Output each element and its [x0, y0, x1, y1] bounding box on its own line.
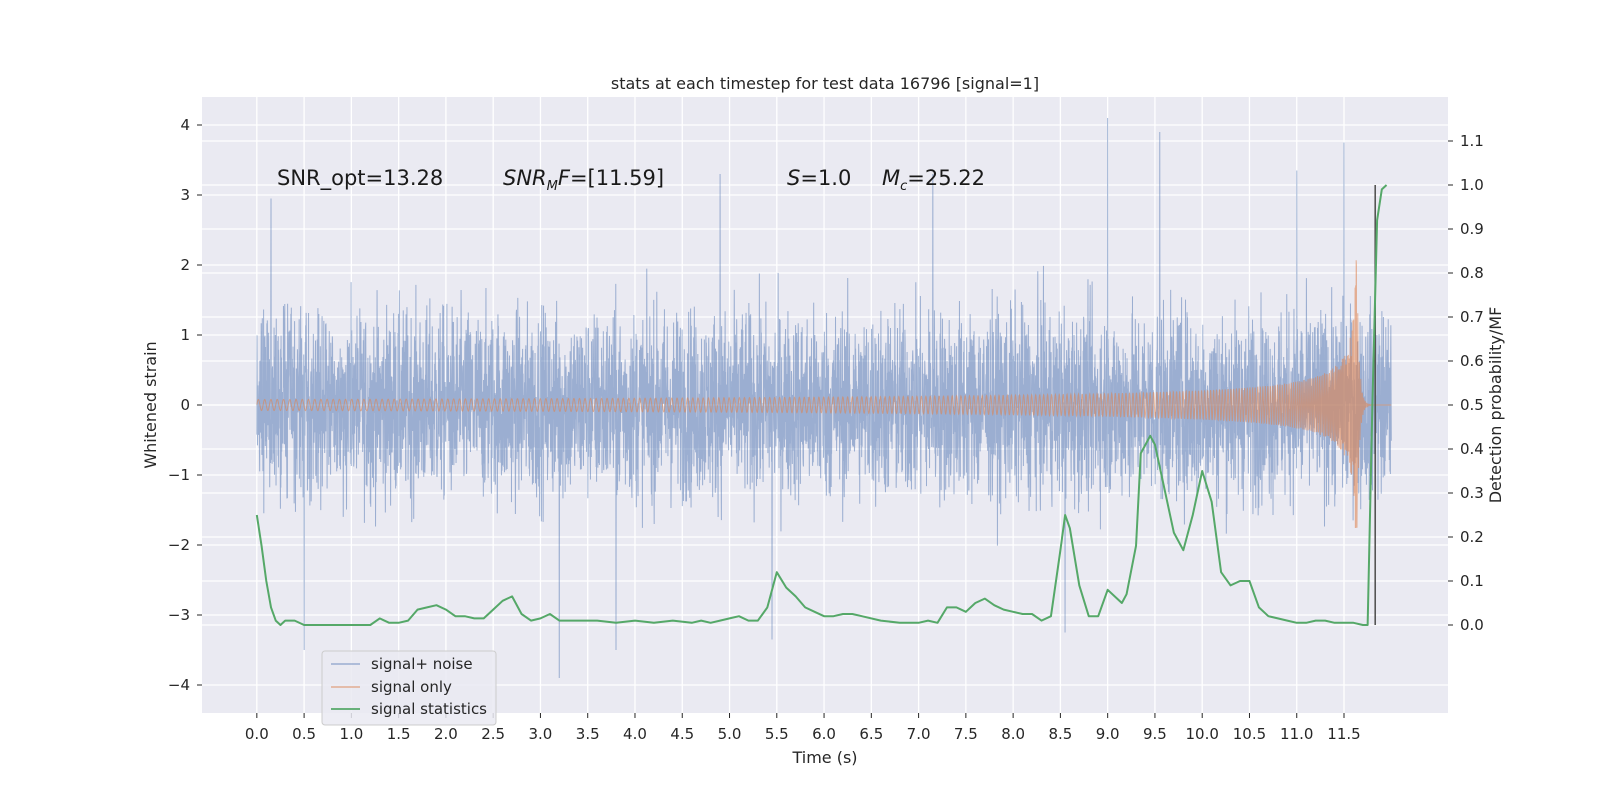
y2-tick-label: 0.9	[1460, 220, 1484, 238]
y-tick-label: 3	[180, 186, 190, 204]
legend-label-signal-noise: signal+ noise	[371, 655, 473, 673]
x-axis-label: Time (s)	[791, 748, 857, 767]
x-tick-label: 0.0	[245, 725, 269, 743]
legend-label-signal-statistics: signal statistics	[371, 700, 487, 718]
x-tick-label: 10.0	[1186, 725, 1219, 743]
annotation-s-name: S	[787, 166, 800, 190]
x-tick-label: 7.0	[907, 725, 931, 743]
x-tick-label: 3.5	[576, 725, 600, 743]
y2-tick-label: 0.7	[1460, 308, 1484, 326]
x-tick-label: 11.5	[1327, 725, 1360, 743]
x-tick-label: 2.5	[481, 725, 505, 743]
y2-tick-label: 1.0	[1460, 176, 1484, 194]
signal-only-line	[256, 260, 1392, 528]
annotation-snr-mf-tail: F	[558, 166, 571, 190]
y2-tick-label: 1.1	[1460, 132, 1484, 150]
signal-statistics-line	[255, 184, 1388, 626]
y-tick-label: 4	[180, 116, 190, 134]
x-tick-label: 6.5	[859, 725, 883, 743]
x-tick-label: 1.5	[387, 725, 411, 743]
y2-tick-label: 0.3	[1460, 484, 1484, 502]
y2-tick-label: 0.4	[1460, 440, 1484, 458]
plot-area	[255, 117, 1392, 679]
x-tick-label: 9.5	[1143, 725, 1167, 743]
x-tick-label: 4.0	[623, 725, 647, 743]
x-tick-label: 10.5	[1233, 725, 1266, 743]
annotation-s: S=1.0	[787, 166, 851, 190]
y2-tick-label: 0.1	[1460, 572, 1484, 590]
y-tick-label: 2	[180, 256, 190, 274]
chart-title: stats at each timestep for test data 167…	[611, 74, 1039, 93]
y2-tick-label: 0.8	[1460, 264, 1484, 282]
y2-axis-label: Detection probability/MF	[1486, 307, 1505, 504]
y-axis-label: Whitened strain	[141, 341, 160, 468]
annotation-mc-name: M	[882, 166, 900, 190]
x-tick-label: 8.5	[1048, 725, 1072, 743]
y2-axis-ticks: 0.0 0.1 0.2 0.3 0.4 0.5 0.6 0.7 0.8 0.9 1.0 1.1	[1448, 132, 1484, 634]
x-tick-label: 8.0	[1001, 725, 1025, 743]
annotation-mc-value: =25.22	[907, 166, 985, 190]
annotation-s-value: =1.0	[800, 166, 851, 190]
y-axis-ticks: −4 −3 −2 −1 0 1 2 3 4	[168, 116, 202, 694]
x-tick-label: 5.0	[718, 725, 742, 743]
x-axis-ticks: 0.0 0.5 1.0 1.5 2.0 2.5 3.0 3.5 4.0 4.5 5.0 5.5 6.0 6…	[245, 713, 1361, 743]
x-tick-label: 0.5	[292, 725, 316, 743]
y-tick-label: −2	[168, 536, 190, 554]
y-tick-label: −1	[168, 466, 190, 484]
annotation-snr-mf: SNRMF=[11.59]	[503, 166, 664, 194]
y2-tick-label: 0.6	[1460, 352, 1484, 370]
y2-tick-label: 0.0	[1460, 616, 1484, 634]
x-tick-label: 9.0	[1096, 725, 1120, 743]
annotation-snr-mf-sub: M	[547, 179, 558, 194]
legend-label-signal-only: signal only	[371, 678, 452, 696]
annotation-mc-sub: c	[900, 179, 907, 194]
x-tick-label: 7.5	[954, 725, 978, 743]
x-tick-label: 11.0	[1280, 725, 1313, 743]
annotation-snr-opt: SNR_opt=13.28	[277, 166, 443, 191]
legend-box	[321, 650, 497, 726]
y-tick-label: 1	[180, 326, 190, 344]
y-tick-label: 0	[180, 396, 190, 414]
x-tick-label: 5.5	[765, 725, 789, 743]
annotation-snr-mf-value: =[11.59]	[570, 166, 664, 190]
x-tick-label: 1.0	[339, 725, 363, 743]
x-tick-label: 6.0	[812, 725, 836, 743]
annotation-mc: Mc=25.22	[882, 166, 985, 194]
y-tick-label: −4	[168, 676, 190, 694]
x-tick-label: 4.5	[670, 725, 694, 743]
x-tick-label: 3.0	[529, 725, 553, 743]
y2-tick-label: 0.2	[1460, 528, 1484, 546]
y2-tick-label: 0.5	[1460, 396, 1484, 414]
legend: signal+ noise signal only signal statist…	[321, 650, 497, 726]
annotation-snr-mf-name: SNR	[503, 166, 547, 190]
x-tick-label: 2.0	[434, 725, 458, 743]
signal-noise-line	[256, 117, 1392, 679]
y-tick-label: −3	[168, 606, 190, 624]
